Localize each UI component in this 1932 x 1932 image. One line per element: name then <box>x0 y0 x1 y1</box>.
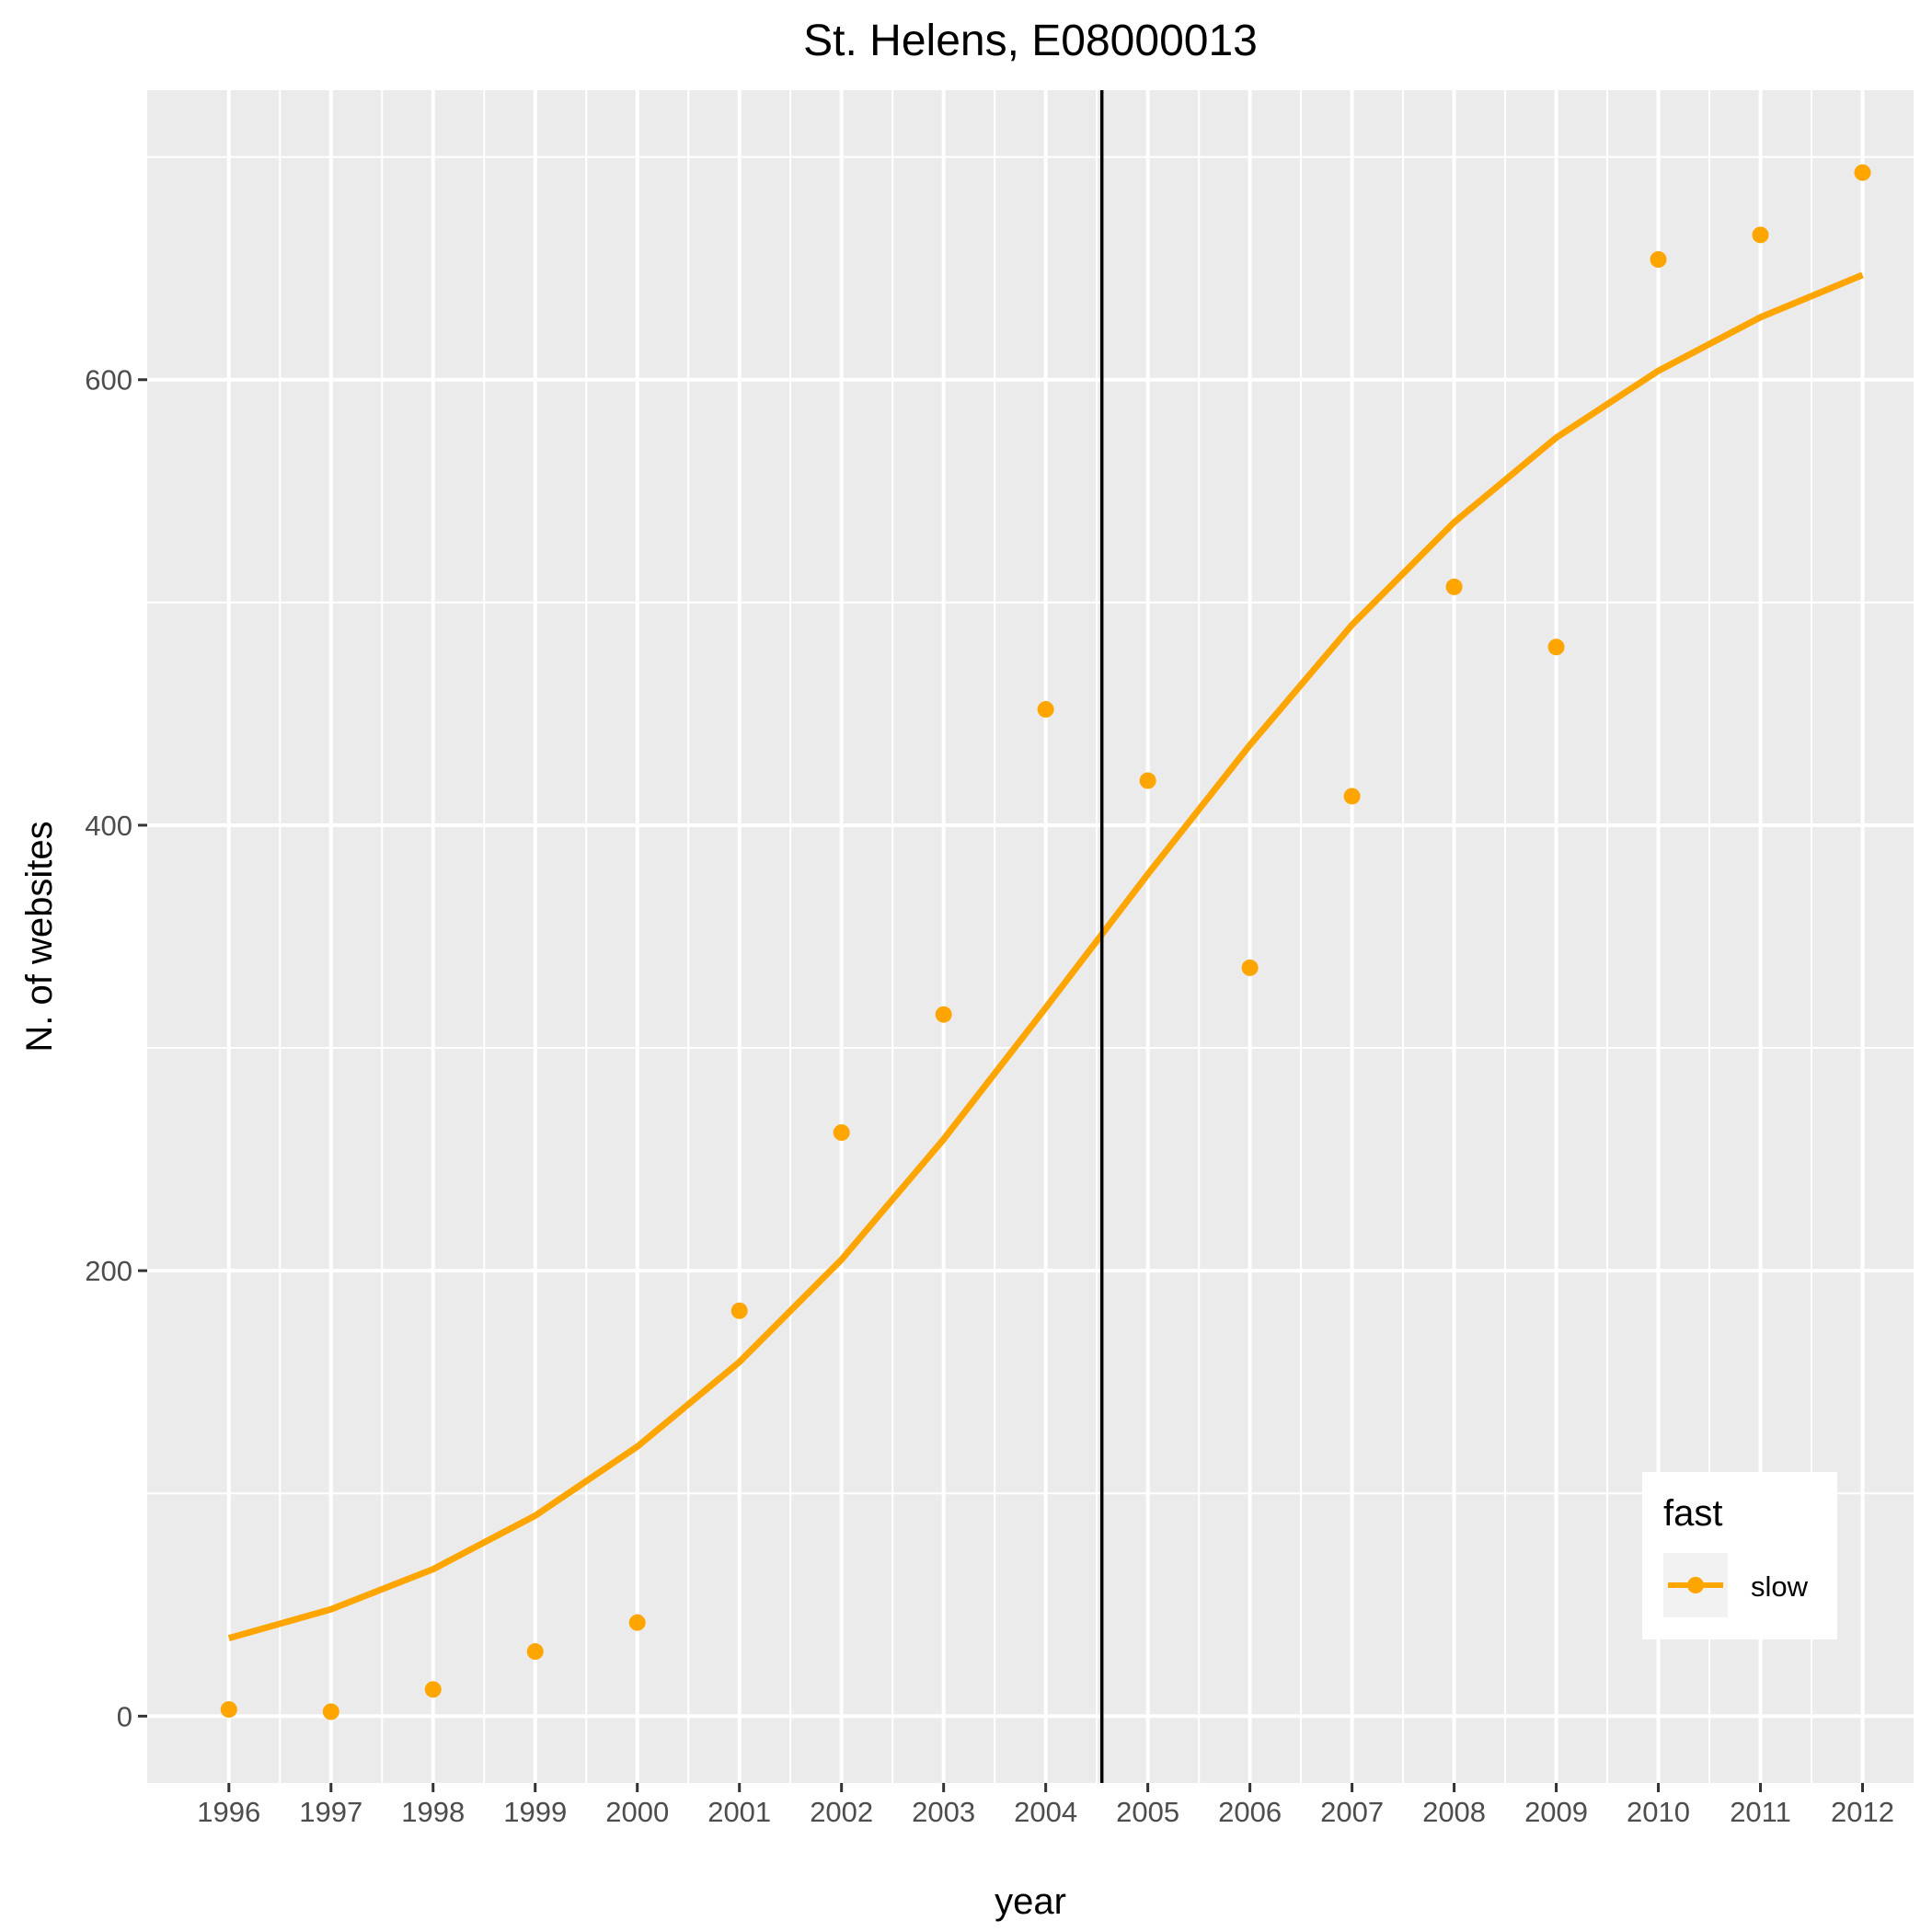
x-tick-label: 1998 <box>401 1796 465 1828</box>
grid-minor <box>147 90 1914 1783</box>
data-point <box>1752 226 1769 244</box>
point-layer <box>220 164 1871 1720</box>
data-point <box>322 1703 339 1720</box>
data-point <box>628 1614 646 1631</box>
x-tick-label: 1997 <box>299 1796 362 1828</box>
y-tick-label: 200 <box>85 1255 132 1287</box>
trend-layer <box>227 271 1864 1641</box>
x-tick-label: 2009 <box>1524 1796 1588 1828</box>
x-axis: 1996 1997 1998 1999 2000 2001 2002 2003 2004 2005… <box>197 1783 1894 1828</box>
x-tick-label: 2001 <box>707 1796 771 1828</box>
data-point <box>1650 251 1667 268</box>
data-point <box>1343 788 1361 805</box>
legend-title: fast <box>1663 1493 1722 1534</box>
x-tick-label: 2010 <box>1627 1796 1690 1828</box>
legend-key-point <box>1687 1577 1704 1593</box>
data-point <box>1037 701 1054 719</box>
legend: fast slow <box>1642 1472 1837 1639</box>
data-point <box>1445 578 1463 595</box>
data-point <box>1139 772 1156 789</box>
y-axis-title: N. of websites <box>19 821 60 1052</box>
x-tick-label: 1996 <box>197 1796 260 1828</box>
x-tick-label: 2002 <box>810 1796 873 1828</box>
y-tick-label: 400 <box>85 810 132 842</box>
data-point <box>1547 638 1565 656</box>
x-tick-label: 2006 <box>1218 1796 1282 1828</box>
x-tick-label: 2011 <box>1730 1796 1791 1828</box>
plot-panel <box>147 90 1914 1783</box>
data-point <box>935 1006 952 1023</box>
legend-label-slow: slow <box>1751 1570 1809 1603</box>
y-tick-label: 600 <box>85 364 132 397</box>
x-tick-label: 2008 <box>1422 1796 1486 1828</box>
data-point <box>424 1681 442 1698</box>
x-axis-title: year <box>995 1881 1066 1922</box>
x-tick-label: 2012 <box>1831 1796 1894 1828</box>
data-point <box>833 1124 850 1142</box>
data-point <box>730 1302 748 1319</box>
x-tick-label: 2007 <box>1320 1796 1384 1828</box>
data-point <box>220 1701 237 1719</box>
x-tick-label: 2004 <box>1014 1796 1077 1828</box>
chart-title: St. Helens, E08000013 <box>803 17 1258 65</box>
x-tick-label: 2000 <box>605 1796 669 1828</box>
data-point <box>526 1643 544 1661</box>
data-point <box>1241 959 1259 976</box>
x-tick-label: 1999 <box>503 1796 567 1828</box>
y-axis: 0 200 400 600 <box>85 364 147 1732</box>
trend-line-slow <box>227 271 1864 1641</box>
x-tick-label: 2003 <box>912 1796 975 1828</box>
data-point <box>1854 164 1871 181</box>
x-tick-label: 2005 <box>1116 1796 1179 1828</box>
y-tick-label: 0 <box>117 1700 132 1732</box>
